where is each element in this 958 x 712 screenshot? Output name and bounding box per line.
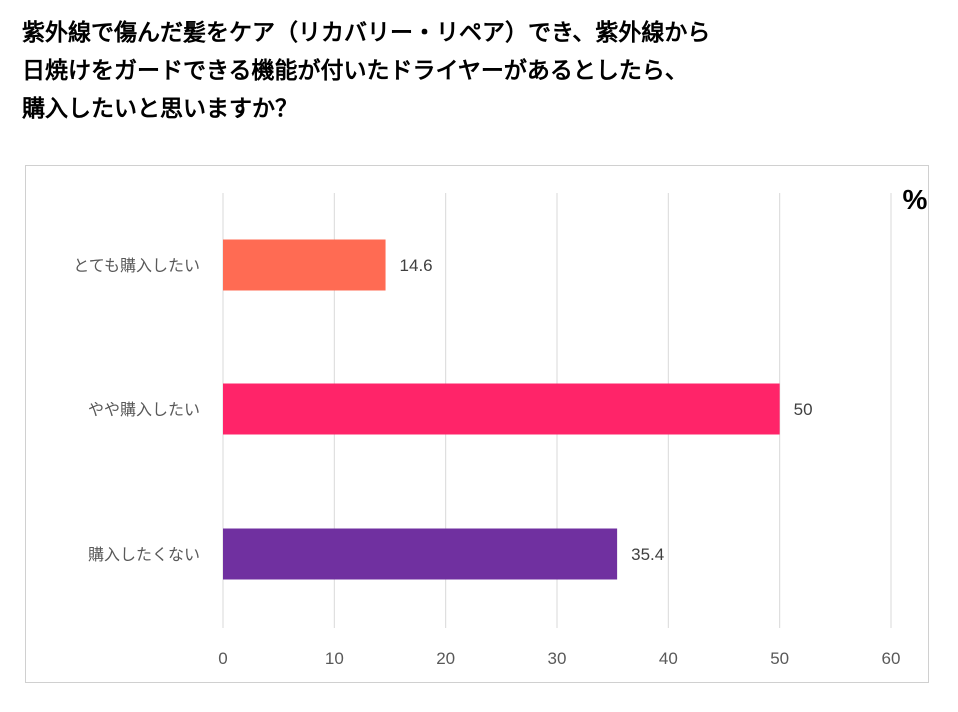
data-label-1: 14.6 <box>400 256 433 275</box>
x-tick-label-60: 60 <box>882 649 901 668</box>
data-label-3: 35.4 <box>631 545 664 564</box>
question-title: 紫外線で傷んだ髪をケア（リカバリー・リペア）でき、紫外線から 日焼けをガードでき… <box>22 20 711 122</box>
bar-2 <box>223 383 780 435</box>
unit-label: % <box>903 184 928 215</box>
chart-frame <box>25 165 929 683</box>
category-label-2: やや購入したい <box>88 400 200 419</box>
x-tick-label-30: 30 <box>548 649 567 668</box>
labels: 0 10 20 30 40 50 60 とても購入したい 14.6 やや購入したい 50 購入したくな… <box>73 184 927 668</box>
x-tick-label-40: 40 <box>659 649 678 668</box>
bar-3 <box>223 528 618 580</box>
data-label-2: 50 <box>794 400 813 419</box>
bars <box>223 239 780 580</box>
x-tick-label-50: 50 <box>770 649 789 668</box>
x-tick-label-10: 10 <box>325 649 344 668</box>
x-tick-label-0: 0 <box>218 649 227 668</box>
x-tick-label-20: 20 <box>436 649 455 668</box>
bar-1 <box>223 239 386 291</box>
category-label-3: 購入したくない <box>88 545 200 564</box>
category-label-1: とても購入したい <box>73 256 200 275</box>
